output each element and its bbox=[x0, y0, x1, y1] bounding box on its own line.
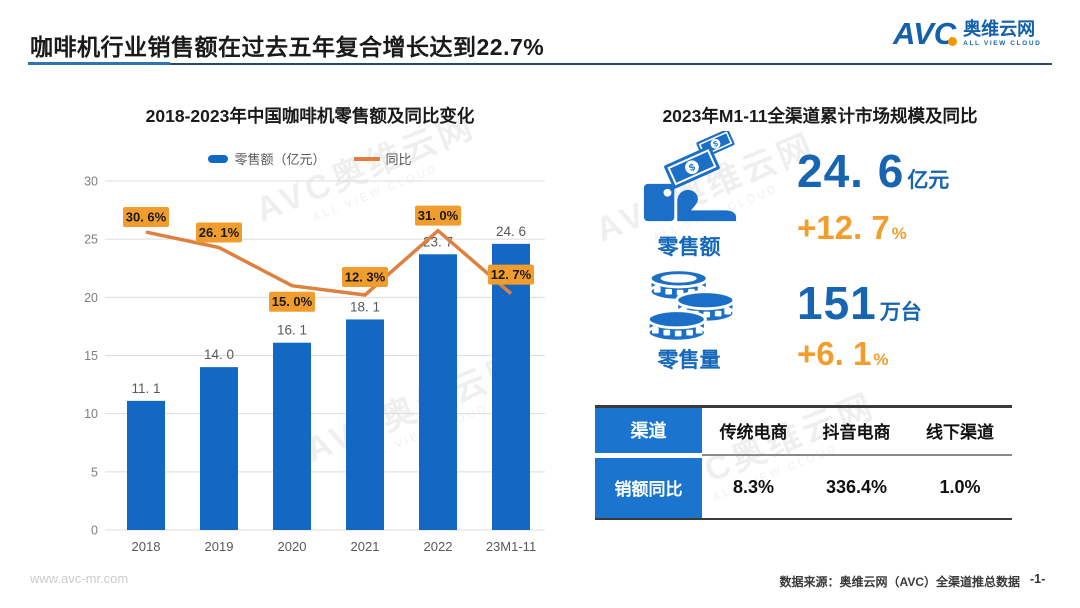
coins-icon bbox=[644, 266, 740, 344]
bar bbox=[419, 254, 457, 530]
money-hand-icon: $ $ bbox=[640, 129, 740, 229]
y-tick-label: 30 bbox=[84, 175, 98, 189]
retail-volume-number: 151 bbox=[797, 277, 877, 329]
bar bbox=[346, 319, 384, 530]
header-underline bbox=[170, 63, 1052, 65]
metric-retail-volume-label: 零售量 bbox=[657, 349, 721, 372]
legend-line-swatch bbox=[353, 156, 380, 161]
yoy-label: 30. 6% bbox=[126, 210, 167, 225]
retail-bar-line-chart: 0 5 10 15 20 25 30 11. 1 2018 14. 0 2019 16. 1 2020 1… bbox=[58, 160, 563, 560]
yoy-label-box bbox=[196, 222, 242, 243]
footer-data-source: 数据来源：奥维云网（AVC）全渠道推总数据 bbox=[779, 575, 1020, 589]
yoy-line bbox=[145, 228, 513, 297]
yoy-label-box bbox=[415, 205, 461, 226]
retail-value-yoy-number: +12. 7 bbox=[797, 209, 890, 246]
chart-title: 2018-2023年中国咖啡机零售额及同比变化 bbox=[145, 106, 475, 126]
chart-canvas: 0 5 10 15 20 25 30 11. 1 2018 14. 0 2019 16. 1 2020 1… bbox=[84, 175, 545, 554]
retail-volume-unit: 万台 bbox=[879, 301, 922, 324]
yoy-label-box bbox=[342, 266, 388, 287]
yoy-label: 31. 0% bbox=[418, 208, 459, 223]
page-title: 咖啡机行业销售额在过去五年复合增长达到22.7% bbox=[30, 34, 545, 60]
yoy-label-box bbox=[488, 264, 534, 285]
table-value-cell: 336.4% bbox=[825, 477, 888, 498]
y-tick-label: 25 bbox=[84, 233, 98, 247]
bar bbox=[127, 400, 165, 530]
table-col-header: 线下渠道 bbox=[926, 422, 994, 442]
retail-volume-yoy-unit: % bbox=[873, 350, 889, 369]
legend-bar-swatch bbox=[208, 154, 229, 163]
legend-item: 零售额（亿元） bbox=[208, 149, 326, 168]
header-underline-accent bbox=[28, 62, 170, 65]
bar-value-label: 11. 1 bbox=[131, 381, 160, 396]
retail-value: 24. 6 亿元 bbox=[797, 148, 949, 194]
footer-website: www.avc-mr.com bbox=[30, 571, 129, 586]
y-tick-label: 20 bbox=[84, 291, 98, 305]
footer-page-number: -1- bbox=[1030, 572, 1046, 586]
yoy-label-box bbox=[123, 207, 169, 228]
retail-volume-yoy: +6. 1 % bbox=[797, 337, 888, 370]
y-tick-label: 10 bbox=[84, 407, 98, 421]
avc-logo-name: 奥维云网 bbox=[963, 19, 1036, 40]
metric-retail-value-label: 零售额 bbox=[657, 236, 721, 259]
retail-value-yoy-unit: % bbox=[891, 224, 907, 243]
table-bottom-border bbox=[595, 517, 1012, 520]
table-corner-cell: 渠道 bbox=[595, 407, 702, 453]
x-tick-label: 2022 bbox=[424, 539, 453, 554]
avc-logo-text: AVC bbox=[893, 16, 957, 51]
y-tick-label: 0 bbox=[91, 524, 98, 538]
x-tick-label: 2021 bbox=[351, 539, 380, 554]
yoy-label-box bbox=[269, 291, 315, 312]
y-tick-label: 15 bbox=[84, 349, 98, 363]
bar-value-label: 16. 1 bbox=[277, 323, 307, 338]
bar-value-label: 18. 1 bbox=[350, 299, 380, 314]
retail-value-unit: 亿元 bbox=[907, 169, 950, 192]
yoy-label: 12. 3% bbox=[345, 269, 386, 284]
table-col-header: 抖音电商 bbox=[822, 422, 891, 442]
avc-logo-dot-icon bbox=[948, 37, 957, 46]
retail-volume: 151 万台 bbox=[797, 280, 922, 326]
svg-text:$: $ bbox=[712, 139, 720, 149]
legend-label: 零售额（亿元） bbox=[234, 152, 326, 167]
table-value-cell: 8.3% bbox=[732, 477, 775, 498]
avc-logo-tagline: ALL VIEW CLOUD bbox=[963, 39, 1042, 47]
x-tick-label: 2018 bbox=[132, 539, 161, 554]
table-value-cell: 1.0% bbox=[939, 477, 981, 498]
table-col-header: 传统电商 bbox=[719, 422, 788, 442]
channel-yoy-table: 渠道 传统电商 抖音电商 线下渠道 销额同比 8.3% 336.4% 1.0% bbox=[595, 405, 1012, 520]
table-top-border bbox=[595, 405, 1012, 408]
retail-volume-yoy-number: +6. 1 bbox=[797, 335, 872, 372]
yoy-label: 15. 0% bbox=[272, 294, 313, 309]
x-tick-label: 2019 bbox=[205, 539, 234, 554]
x-tick-label: 2020 bbox=[278, 539, 307, 554]
legend-item: 同比 bbox=[353, 149, 412, 168]
bar bbox=[200, 367, 238, 530]
table-row-label: 销额同比 bbox=[595, 458, 702, 518]
bar bbox=[273, 342, 311, 530]
y-tick-label: 5 bbox=[91, 465, 98, 479]
bar-value-label: 24. 6 bbox=[496, 224, 526, 239]
bar bbox=[492, 243, 530, 531]
chart-legend: 零售额（亿元） 同比 bbox=[60, 149, 560, 168]
avc-logo: AVC 奥维云网 ALL VIEW CLOUD bbox=[893, 18, 1041, 49]
yoy-label: 12. 7% bbox=[491, 267, 532, 282]
table-row-divider bbox=[702, 454, 1012, 456]
svg-text:$: $ bbox=[688, 162, 698, 174]
bar-value-label: 14. 0 bbox=[204, 347, 234, 362]
yoy-label: 26. 1% bbox=[199, 225, 240, 240]
right-panel-title: 2023年M1-11全渠道累计市场规模及同比 bbox=[662, 106, 978, 126]
legend-label: 同比 bbox=[385, 152, 412, 167]
retail-value-yoy: +12. 7 % bbox=[797, 211, 907, 244]
retail-value-number: 24. 6 bbox=[797, 145, 905, 197]
x-tick-label: 23M1-11 bbox=[486, 539, 536, 554]
